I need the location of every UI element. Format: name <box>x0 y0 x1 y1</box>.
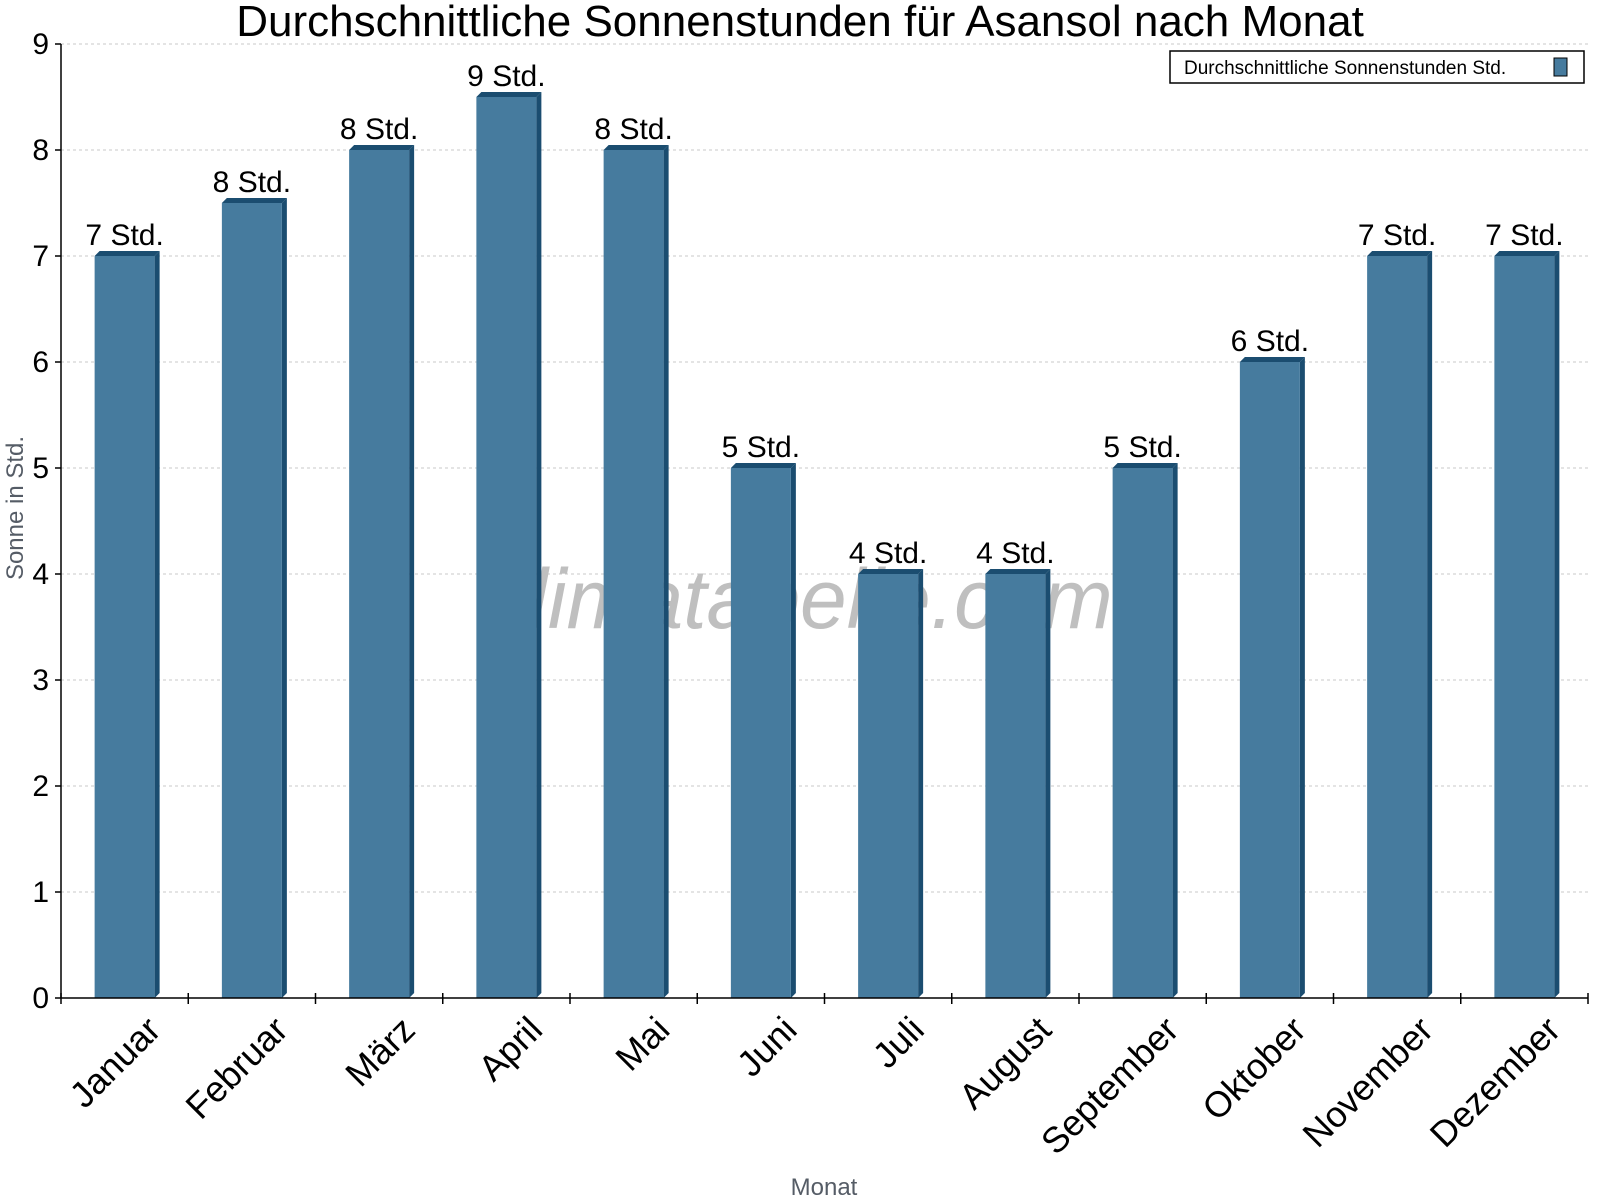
chart-title: Durchschnittliche Sonnenstunden für Asan… <box>236 0 1364 46</box>
bar <box>858 574 919 998</box>
bar <box>1239 362 1300 998</box>
bar-top <box>858 569 924 574</box>
y-tick-label: 7 <box>32 240 49 273</box>
bar-side <box>1554 251 1560 998</box>
data-label: 7 Std. <box>1485 219 1563 252</box>
bar <box>476 97 537 998</box>
bar-group: 7 Std. <box>1485 219 1564 998</box>
y-tick-labels: 0 1 2 3 4 5 6 7 8 9 <box>32 28 49 1015</box>
data-label: 4 Std. <box>976 537 1054 570</box>
bar-top <box>94 251 160 256</box>
bar-group: 4 Std. <box>976 537 1055 998</box>
bar-group: 5 Std. <box>1103 431 1182 998</box>
bar <box>603 150 664 998</box>
legend-label: Durchschnittliche Sonnenstunden Std. <box>1184 58 1506 79</box>
bar <box>730 468 791 998</box>
data-label: 5 Std. <box>1103 431 1181 464</box>
bar <box>1112 468 1173 998</box>
x-tick-label: September <box>1033 1009 1187 1163</box>
axes <box>55 43 1589 1004</box>
x-tick-label: August <box>951 1009 1059 1117</box>
bar-side <box>409 145 415 998</box>
legend-box <box>1169 50 1585 84</box>
y-tick-label: 6 <box>32 346 49 379</box>
legend-swatch <box>1553 57 1568 77</box>
bar-side <box>536 92 542 998</box>
bar-side <box>918 569 924 998</box>
bar-side <box>281 198 287 998</box>
bar-side <box>1427 251 1433 998</box>
x-tick-label: März <box>337 1009 423 1095</box>
bar-side <box>1299 357 1305 998</box>
x-tick-label: April <box>470 1009 550 1089</box>
legend: Durchschnittliche Sonnenstunden Std. <box>1169 50 1585 84</box>
bar <box>94 256 155 998</box>
x-tick-labels: Januar Februar März April Mai Juni Juli AugustS… <box>61 1009 1568 1163</box>
bar-group: 7 Std. <box>85 219 164 998</box>
bar-top <box>985 569 1051 574</box>
gridlines <box>61 43 1588 893</box>
bar <box>1494 256 1555 998</box>
bar-top <box>1239 357 1305 362</box>
x-tick-label: November <box>1294 1009 1440 1155</box>
bar-side <box>790 463 796 998</box>
bar-series: 7 Std. 8 Std. 8 Std. 9 Std. 8 Std. 5 Std. 4 St… <box>85 60 1564 998</box>
data-label: 6 Std. <box>1231 325 1309 358</box>
y-tick-label: 8 <box>32 134 49 167</box>
y-axis-label: Sonne in Std. <box>2 436 29 580</box>
bar-side <box>154 251 160 998</box>
data-label: 8 Std. <box>594 113 672 146</box>
bar-top <box>1112 463 1178 468</box>
bar-group: 8 Std. <box>340 113 418 998</box>
y-tick-label: 0 <box>32 982 49 1015</box>
x-tick-label: Oktober <box>1194 1009 1314 1129</box>
bar <box>1367 256 1428 998</box>
bar-top <box>476 92 542 97</box>
x-tick-label: Mai <box>607 1009 677 1079</box>
bar <box>221 203 282 998</box>
y-tick-label: 5 <box>32 452 49 485</box>
bar-group: 9 Std. <box>467 60 546 998</box>
bar-side <box>1172 463 1178 998</box>
y-tick-label: 3 <box>32 664 49 697</box>
x-tick-label: Januar <box>61 1009 168 1116</box>
bar <box>985 574 1046 998</box>
data-label: 9 Std. <box>467 60 545 93</box>
bar-group: 8 Std. <box>594 113 673 998</box>
x-axis-label: Monat <box>791 1174 858 1200</box>
x-tick-label: Juni <box>729 1009 805 1085</box>
bar-group: 5 Std. <box>722 431 800 998</box>
bar-side <box>663 145 669 998</box>
x-tick-label: Dezember <box>1422 1009 1568 1155</box>
bar-group: 4 Std. <box>849 537 927 998</box>
data-label: 7 Std. <box>85 219 163 252</box>
bar-group: 6 Std. <box>1231 325 1309 998</box>
bar-top <box>221 198 287 203</box>
x-tick-label: Juli <box>865 1009 932 1076</box>
y-tick-label: 9 <box>32 28 49 61</box>
bar-top <box>1367 251 1433 256</box>
data-label: 7 Std. <box>1358 219 1436 252</box>
bar <box>349 150 410 998</box>
data-label: 8 Std. <box>340 113 418 146</box>
bar-top <box>1494 251 1560 256</box>
x-tick-label: Februar <box>177 1009 295 1127</box>
data-label: 8 Std. <box>213 166 291 199</box>
bar-top <box>349 145 415 150</box>
data-label: 4 Std. <box>849 537 927 570</box>
bar-top <box>603 145 669 150</box>
bar-group: 7 Std. <box>1358 219 1436 998</box>
y-tick-label: 1 <box>32 876 49 909</box>
data-label: 5 Std. <box>722 431 800 464</box>
y-tick-label: 4 <box>32 558 49 591</box>
bar-top <box>730 463 796 468</box>
bar-side <box>1045 569 1051 998</box>
y-tick-label: 2 <box>32 770 49 803</box>
bar-group: 8 Std. <box>213 166 291 998</box>
